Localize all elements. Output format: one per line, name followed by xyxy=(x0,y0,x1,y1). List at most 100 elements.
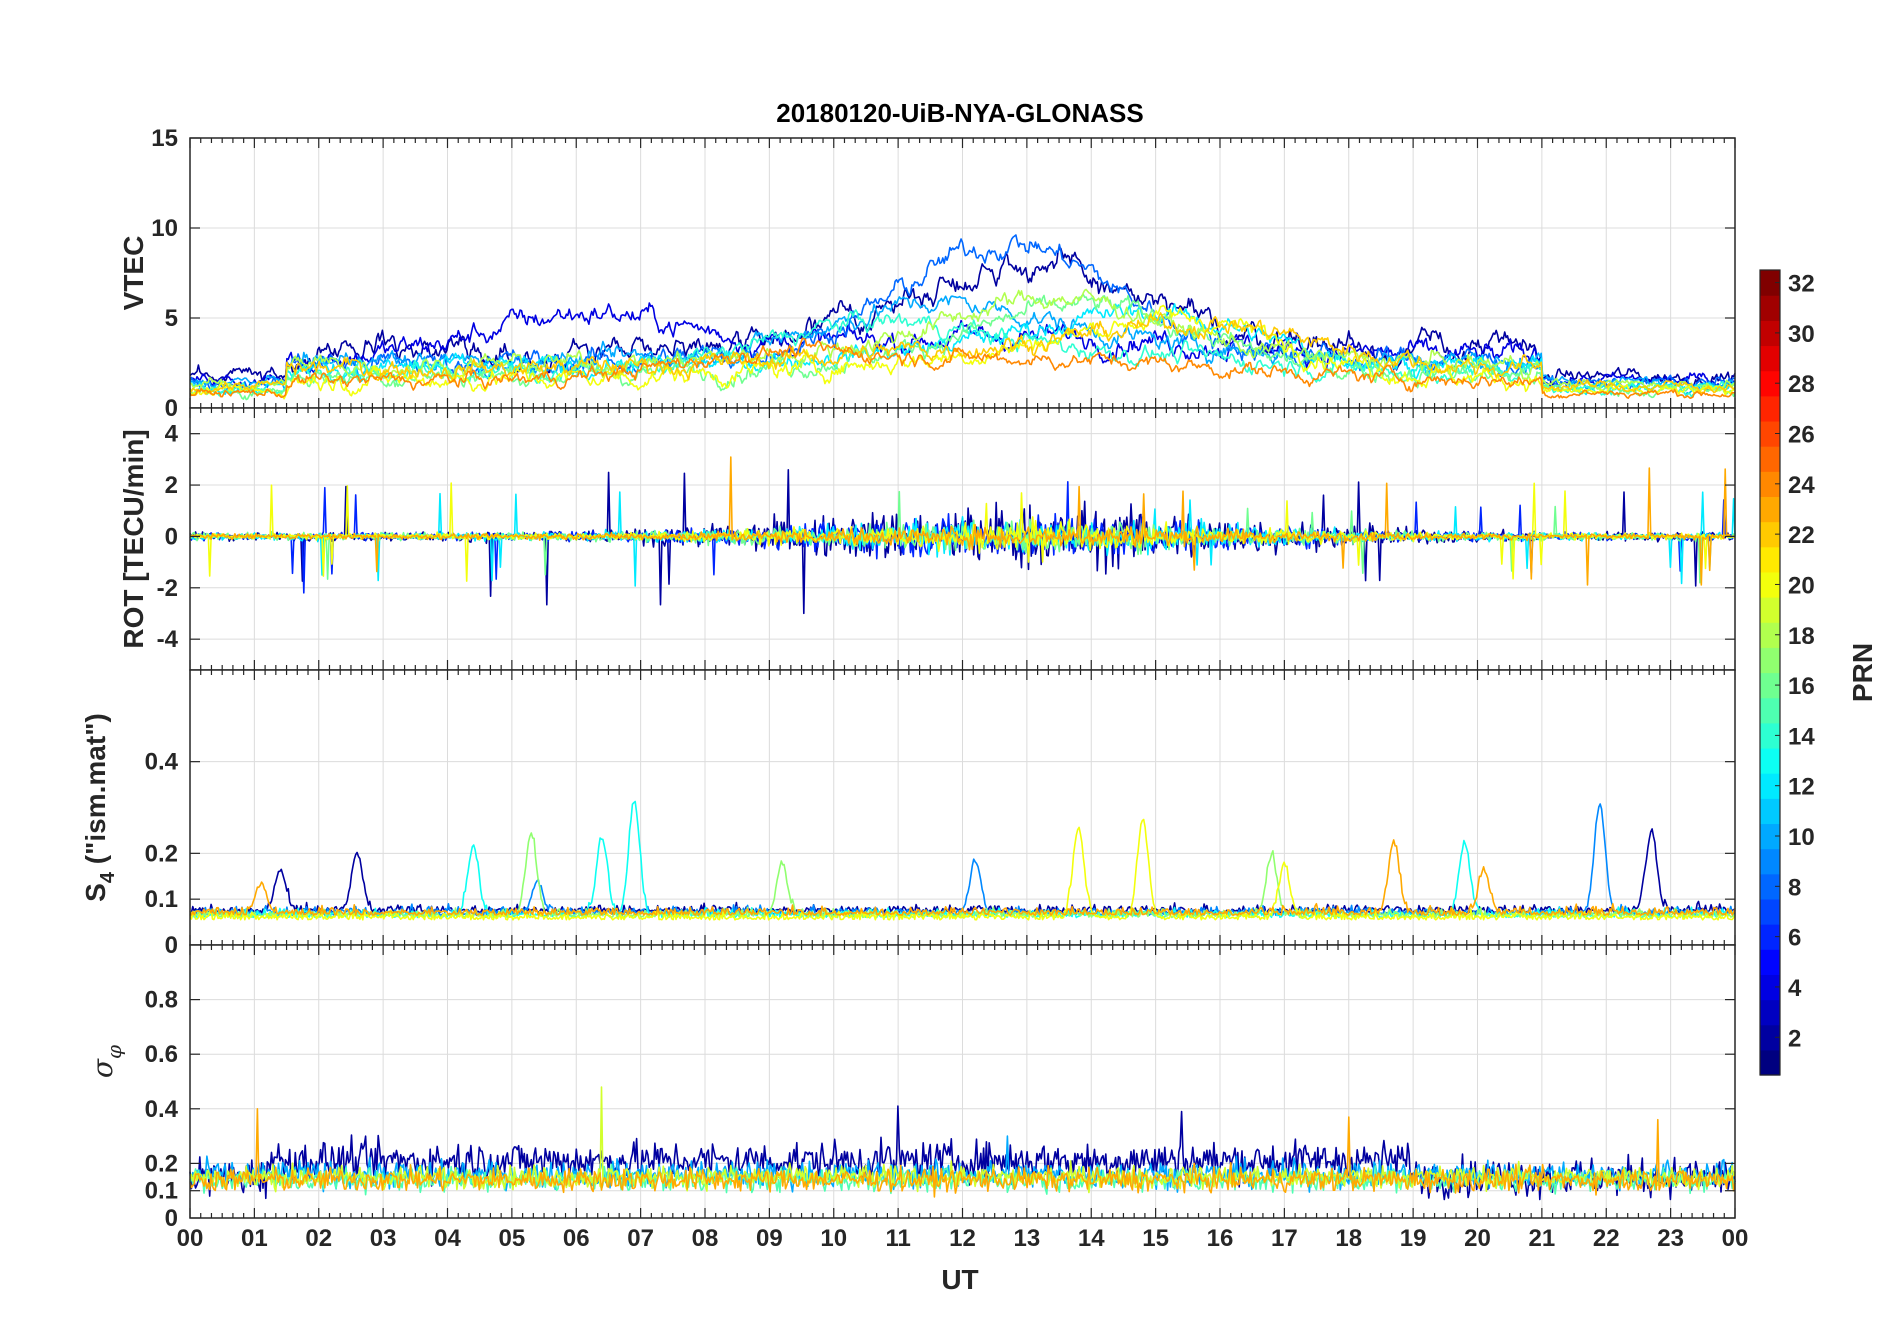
colorbar-swatch xyxy=(1760,546,1780,573)
colorbar-tick-label: 26 xyxy=(1788,422,1815,449)
x-tick-label: 01 xyxy=(241,1225,268,1252)
series-line-prn-13 xyxy=(189,800,1736,919)
colorbar-swatch xyxy=(1760,295,1780,321)
x-tick-label: 00 xyxy=(1722,1225,1749,1252)
y-tick-label: 0.2 xyxy=(145,840,178,867)
colorbar-tick-label: 6 xyxy=(1788,925,1801,952)
colorbar-swatch xyxy=(1760,747,1780,774)
panel-sigphi: 00.10.2 0.4 0.6 0.8 σφ xyxy=(86,944,1736,1232)
series-line-prn-20 xyxy=(189,818,1736,921)
y-label-symbol: σ xyxy=(86,1058,119,1078)
x-tick-label: 12 xyxy=(949,1225,976,1252)
colorbar-swatch xyxy=(1760,345,1780,372)
colorbar-tick-label: 16 xyxy=(1788,673,1815,700)
colorbar-swatch xyxy=(1760,898,1780,925)
panel-rot: -4 -2 0 2 4 ROT [TECU/min] xyxy=(118,407,1736,671)
y-tick-label: 0 xyxy=(165,1205,178,1232)
y-tick-label: -2 xyxy=(157,575,178,602)
y-tick-label: 4 xyxy=(165,421,179,448)
x-tick-label: 17 xyxy=(1271,1225,1298,1252)
colorbar-swatch xyxy=(1760,270,1780,296)
colorbar-swatch xyxy=(1760,320,1780,347)
colorbar-tick-label: 14 xyxy=(1788,723,1815,750)
colorbar-swatch xyxy=(1760,798,1780,825)
y-tick-label: 0 xyxy=(165,395,178,422)
colorbar-swatch xyxy=(1760,823,1780,850)
x-tick-label: 04 xyxy=(434,1225,461,1252)
y-tick-label: 2 xyxy=(165,472,178,499)
colorbar-swatch xyxy=(1760,722,1780,749)
panel-s4: 0 0.1 0.2 0.4 S4 ("ism.mat") xyxy=(80,669,1736,959)
colorbar-swatch xyxy=(1760,446,1780,472)
x-tick-label: 07 xyxy=(627,1225,654,1252)
colorbar-swatch xyxy=(1760,571,1780,598)
y-tick-label: 0.8 xyxy=(145,987,178,1014)
colorbar-swatch xyxy=(1760,471,1780,498)
colorbar-tick-label: 28 xyxy=(1788,371,1815,398)
ticks xyxy=(189,945,1736,1219)
x-tick-label: 20 xyxy=(1464,1225,1491,1252)
x-tick-label: 08 xyxy=(692,1225,719,1252)
y-tick-label: 10 xyxy=(151,215,178,242)
colorbar-swatch xyxy=(1760,521,1780,548)
y-tick-label: 0.4 xyxy=(145,1096,179,1123)
y-label-sub: 4 xyxy=(97,871,119,883)
colorbar-swatch xyxy=(1760,848,1780,875)
y-tick-label: 0.1 xyxy=(145,886,178,913)
colorbar-frame xyxy=(1759,269,1781,1076)
colorbar-swatch xyxy=(1760,370,1780,397)
series-line-prn-22 xyxy=(189,312,1736,395)
y-label-main: S xyxy=(80,883,111,902)
y-tick-label: 15 xyxy=(151,125,178,152)
colorbar-swatch xyxy=(1760,1024,1780,1051)
series-line-prn-24 xyxy=(189,337,1736,399)
colorbar-tick-label: 24 xyxy=(1788,472,1815,499)
series-group xyxy=(189,800,1736,921)
colorbar-tick-label: 32 xyxy=(1788,271,1815,298)
colorbar-swatch xyxy=(1760,974,1780,1001)
colorbar-swatch xyxy=(1760,1049,1780,1076)
series-line-prn-23 xyxy=(189,456,1736,586)
colorbar-label: PRN xyxy=(1847,643,1878,702)
x-tick-label: 02 xyxy=(305,1225,332,1252)
colorbar-tick-label: 22 xyxy=(1788,522,1815,549)
y-tick-label: -4 xyxy=(157,626,179,653)
series-group xyxy=(189,234,1736,401)
colorbar-swatch xyxy=(1760,496,1780,523)
x-tick-label: 06 xyxy=(563,1225,590,1252)
colorbar-swatch xyxy=(1760,672,1780,699)
x-tick-label: 16 xyxy=(1207,1225,1234,1252)
series-line-prn-23 xyxy=(189,839,1736,916)
y-tick-label: 0 xyxy=(165,523,178,550)
series-line-prn-20 xyxy=(189,304,1736,400)
ticks xyxy=(189,670,1736,946)
x-tick-label: 13 xyxy=(1014,1225,1041,1252)
series-line-prn-2 xyxy=(189,247,1736,392)
grid xyxy=(190,670,1735,945)
ticks xyxy=(189,137,1736,409)
y-axis-label: ROT [TECU/min] xyxy=(118,429,149,648)
y-tick-label: 0.1 xyxy=(145,1178,178,1205)
y-axis-label: S4 ("ism.mat") xyxy=(80,713,119,902)
x-tick-label: 00 xyxy=(177,1225,204,1252)
x-tick-label: 21 xyxy=(1529,1225,1556,1252)
x-tick-label: 14 xyxy=(1078,1225,1105,1252)
x-tick-label: 10 xyxy=(820,1225,847,1252)
x-tick-label: 15 xyxy=(1142,1225,1169,1252)
colorbar-swatch xyxy=(1760,999,1780,1026)
colorbar-tick-label: 12 xyxy=(1788,774,1815,801)
colorbar-tick-label: 4 xyxy=(1788,975,1802,1002)
ticks xyxy=(189,408,1736,670)
series-line-prn-12 xyxy=(189,303,1736,396)
x-tick-label: 09 xyxy=(756,1225,783,1252)
colorbar-swatch xyxy=(1760,697,1780,724)
y-label-sub: φ xyxy=(102,1045,126,1059)
colorbar-swatch xyxy=(1760,395,1780,422)
y-tick-label: 0.4 xyxy=(145,749,179,776)
y-axis-label: VTEC xyxy=(118,236,149,311)
colorbar-swatch xyxy=(1760,420,1780,447)
y-tick-label: 0.6 xyxy=(145,1041,178,1068)
panel-vtec: 0 5 10 15 VTEC xyxy=(118,125,1736,422)
